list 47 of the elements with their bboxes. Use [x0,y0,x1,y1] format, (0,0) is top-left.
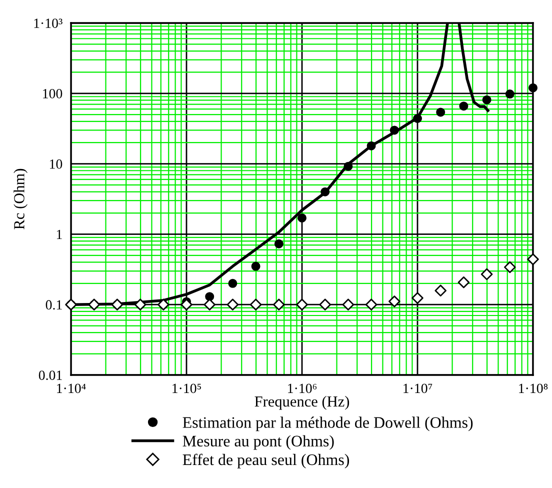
x-tick-label: 1·10⁴ [57,384,86,394]
point [482,95,492,104]
y-tick-label: 0.1 [46,300,62,310]
x-tick-label: 1·10⁶ [288,384,317,394]
legend-label: Estimation par la méthode de Dowell (Ohms) [182,416,473,432]
point [504,261,516,274]
y-tick-label: 10 [50,159,62,169]
y-tick-label: 1 [56,230,62,240]
point [413,114,422,123]
point [390,126,399,135]
y-tick-label: 0.01 [38,370,62,380]
point [459,102,468,111]
point [342,298,354,310]
point [436,108,446,117]
point [344,162,353,171]
point [228,278,238,288]
point [320,187,330,196]
point [205,292,214,302]
point [319,298,331,310]
y-tick-label: 1·10³ [34,18,62,28]
legend-label: Mesure au pont (Ohms) [182,435,334,450]
point [274,239,284,248]
point [250,298,262,310]
point [251,262,260,271]
point [366,141,376,150]
point [480,268,493,280]
y-axis-title: Rc (Ohm) [14,168,28,230]
point [298,213,306,222]
point [204,298,216,310]
point [180,298,192,310]
legend-label: Effet de peau seul (Ohms) [182,454,350,468]
point [528,83,538,92]
point [296,298,308,310]
point [527,253,539,266]
x-tick-label: 1·10⁵ [172,384,201,394]
point [505,90,514,99]
y-tick-label: 100 [43,88,62,98]
point [273,298,285,310]
point [434,284,446,297]
point [412,292,424,304]
point [388,296,400,308]
point [365,298,378,310]
x-tick-label: 1·10⁸ [519,384,548,394]
x-axis-title: Frequence (Hz) [254,396,350,410]
x-tick-label: 1·10⁷ [404,384,432,394]
point [458,276,470,288]
point [226,298,239,310]
